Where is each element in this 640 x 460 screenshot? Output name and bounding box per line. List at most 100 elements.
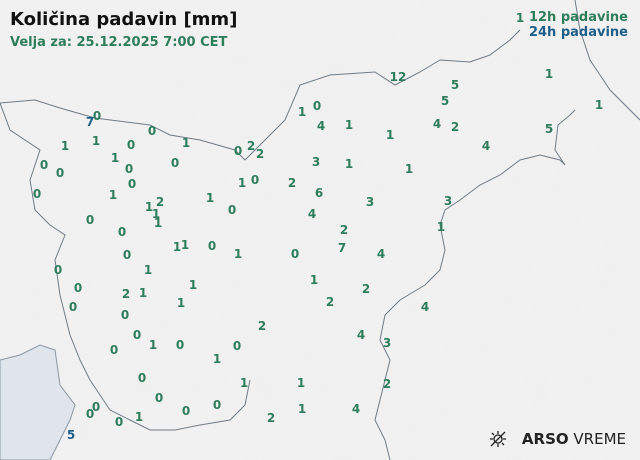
station-value-12h: 0 [39,158,49,172]
station-value-12h: 0 [32,187,42,201]
brand-bold: ARSO [521,430,569,448]
station-value-24h: 7 [85,115,95,129]
station-value-12h: 0 [92,109,102,123]
station-value-12h: 1 [205,191,215,205]
station-value-12h: 1 [138,286,148,300]
station-value-12h: 1 [143,263,153,277]
station-value-12h: 1 [385,128,395,142]
station-value-12h: 0 [109,343,119,357]
station-value-12h: 0 [312,99,322,113]
sea-area [0,344,76,460]
station-value-12h: 0 [207,239,217,253]
station-value-12h: 1 [344,118,354,132]
station-value-12h: 2 [287,176,297,190]
station-value-12h: 1 [544,67,554,81]
station-value-12h: 0 [132,328,142,342]
station-value-12h: 0 [181,404,191,418]
station-value-12h: 1 [108,188,118,202]
station-value-12h: 0 [120,308,130,322]
station-value-12h: 1 [181,136,191,150]
station-value-12h: 0 [170,156,180,170]
station-value-12h: 1 [344,157,354,171]
station-value-12h: 0 [154,391,164,405]
station-value-12h: 1 [144,200,154,214]
station-value-12h: 1 [594,98,604,112]
station-value-12h: 0 [227,203,237,217]
station-value-12h: 2 [382,377,392,391]
station-value-12h: 1 [239,376,249,390]
station-value-12h: 1 [110,151,120,165]
station-value-12h: 3 [311,155,321,169]
station-value-12h: 0 [117,225,127,239]
station-value-12h: 3 [365,195,375,209]
station-value-12h: 2 [361,282,371,296]
station-value-12h: 0 [73,281,83,295]
station-value-12h: 1 [309,273,319,287]
station-value-12h: 2 [266,411,276,425]
station-value-12h: 0 [122,248,132,262]
station-value-12h: 5 [440,94,450,108]
station-value-12h: 4 [420,300,430,314]
station-value-12h: 2 [246,139,256,153]
station-value-12h: 0 [290,247,300,261]
legend-12h: 12h padavine [528,10,628,25]
brand-light: VREME [573,430,626,448]
station-value-12h: 3 [382,336,392,350]
station-value-12h: 1 [91,134,101,148]
station-value-12h: 6 [314,186,324,200]
station-value-12h: 0 [147,124,157,138]
station-value-12h: 4 [432,117,442,131]
station-value-12h: 0 [68,300,78,314]
station-value-12h: 12 [389,70,407,84]
arso-logo: ARSO VREME [488,430,626,448]
station-value-12h: 1 [176,296,186,310]
station-value-12h: 0 [250,173,260,187]
station-value-12h: 4 [376,247,386,261]
station-value-12h: 0 [85,213,95,227]
station-value-12h: 0 [55,166,65,180]
page-title: Količina padavin [mm] [10,9,238,30]
legend-24h: 24h padavine [528,25,628,40]
station-value-12h: 0 [85,407,95,421]
station-value-12h: 5 [544,122,554,136]
station-value-12h: 0 [232,339,242,353]
station-value-24h: 5 [66,428,76,442]
station-value-12h: 1 [297,402,307,416]
station-value-12h: 0 [137,371,147,385]
station-value-12h: 4 [351,402,361,416]
station-value-12h: 1 [297,105,307,119]
station-value-12h: 4 [307,207,317,221]
station-value-12h: 2 [155,195,165,209]
station-value-12h: 2 [121,287,131,301]
station-value-12h: 2 [450,120,460,134]
station-value-12h: 0 [91,400,101,414]
station-value-12h: 2 [257,319,267,333]
station-value-12h: 0 [114,415,124,429]
station-value-12h: 1 [151,207,161,221]
station-value-12h: 1 [134,410,144,424]
station-value-12h: 0 [126,138,136,152]
station-value-12h: 1 [60,139,70,153]
station-value-12h: 0 [53,263,63,277]
station-value-12h: 1 [180,238,190,252]
station-value-12h: 1 [233,247,243,261]
station-value-12h: 3 [443,194,453,208]
legend: 12h padavine 24h padavine [529,10,628,40]
station-value-12h: 1 [153,216,163,230]
valid-time: Velja za: 25.12.2025 7:00 CET [10,35,228,50]
station-value-12h: 1 [148,338,158,352]
station-value-12h: 1 [188,278,198,292]
sun-weather-icon [489,431,506,447]
station-value-12h: 4 [316,119,326,133]
station-value-12h: 1 [515,11,525,25]
station-value-12h: 1 [296,376,306,390]
station-value-12h: 7 [337,241,347,255]
station-value-12h: 2 [325,295,335,309]
station-value-12h: 0 [175,338,185,352]
station-value-12h: 0 [127,177,137,191]
station-value-12h: 4 [356,328,366,342]
station-value-12h: 2 [255,147,265,161]
station-value-12h: 5 [450,78,460,92]
station-value-12h: 0 [124,162,134,176]
